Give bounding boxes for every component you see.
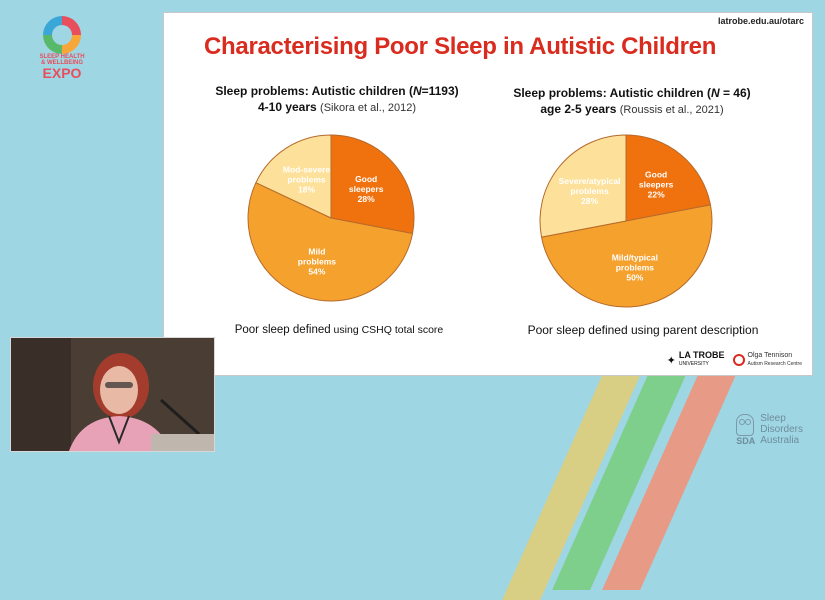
owl-icon <box>736 413 755 436</box>
slice-label-line: problems <box>570 186 609 196</box>
slice-label-line: 18% <box>298 184 315 194</box>
event-logo: SLEEP HEALTH & WELLBEING EXPO <box>34 16 90 80</box>
slice-label-line: problems <box>616 262 655 272</box>
latrobe-sub: UNIVERSITY <box>678 361 709 367</box>
footer-logos: ✦ LA TROBE UNIVERSITY Olga Tennison Autism… <box>667 351 802 369</box>
sponsor-name: Sleep Disorders Australia <box>760 413 803 446</box>
sponsor-line: Disorders <box>760 424 803 435</box>
pie-slice <box>330 134 415 235</box>
olga-ring-icon <box>732 354 745 366</box>
right-caption: Poor sleep defined using parent descript… <box>527 323 759 337</box>
presentation-slide: latrobe.edu.au/otarc Characterising Poor… <box>163 12 813 376</box>
sponsor-line: Australia <box>760 435 800 446</box>
slice-label-line: Good <box>645 170 667 180</box>
heading-text: =1193) <box>421 84 459 98</box>
slice-label-line: Mod-severe <box>283 164 331 174</box>
heading-reference: (Sikora et al., 2012) <box>320 102 417 114</box>
sponsor-abbr: SDA <box>736 435 756 446</box>
speaker-image <box>11 338 214 451</box>
pie-slice <box>540 204 713 308</box>
slide-url: latrobe.edu.au/otarc <box>717 16 804 26</box>
sponsor-logo: SDA Sleep Disorders Australia <box>736 413 803 446</box>
sponsor-line: Sleep <box>760 413 786 424</box>
slice-label-line: 28% <box>581 196 598 206</box>
heading-text: Sleep problems: Autistic children ( <box>513 86 711 100</box>
slice-label: Mild/typical problems 50% <box>612 252 658 282</box>
left-pie-chart: Good sleepers 28%Mild problems 54%Mod-severe… <box>247 134 415 302</box>
olga-name: Olga Tennison <box>747 352 793 359</box>
slice-label: Good sleepers 28% <box>349 174 384 204</box>
slice-label-line: 50% <box>626 272 643 282</box>
slice-label-line: problems <box>287 174 326 184</box>
slice-label-line: 22% <box>648 190 665 200</box>
heading-age: age 2-5 years <box>540 102 617 116</box>
logo-expo: EXPO <box>42 65 82 81</box>
slice-label-line: Severe/atypical <box>559 176 621 186</box>
slice-label-line: problems <box>298 256 337 266</box>
slice-label: Severe/atypical problems 28% <box>559 176 621 206</box>
right-chart-heading: Sleep problems: Autistic children (N = 4… <box>502 85 762 118</box>
logo-line: & WELLBEING <box>41 60 83 66</box>
heading-age: 4-10 years <box>257 100 317 114</box>
logo-line: SLEEP HEALTH <box>39 54 85 60</box>
heading-text: Sleep problems: Autistic children ( <box>215 84 413 98</box>
slice-label-line: 54% <box>308 266 325 276</box>
heading-text: = 46) <box>719 86 751 100</box>
left-caption: Poor sleep defined using CSHQ total scor… <box>204 324 474 336</box>
slice-label: Mild problems 54% <box>298 246 337 276</box>
slice-label-line: sleepers <box>639 180 674 190</box>
left-chart-heading: Sleep problems: Autistic children (N=119… <box>202 83 472 116</box>
slice-label: Good sleepers 22% <box>639 170 674 200</box>
right-pie-chart: Good sleepers 22%Mild/typical problems 50%Se… <box>539 134 713 308</box>
caption-text: Poor sleep <box>234 324 293 336</box>
caption-text: defined <box>292 324 331 336</box>
slice-label-line: 28% <box>358 194 375 204</box>
heading-n: N <box>710 86 720 100</box>
latrobe-name: LA TROBE <box>678 350 725 360</box>
caption-text: using CSHQ total score <box>330 324 444 336</box>
pie-slice <box>247 181 414 302</box>
slice-label-line: sleepers <box>349 184 384 194</box>
pie-slice <box>539 134 627 238</box>
latrobe-bird-icon: ✦ <box>666 354 676 367</box>
olga-logo: Olga Tennison Autism Research Centre <box>732 352 802 368</box>
slide-title: Characterising Poor Sleep in Autistic Ch… <box>204 33 717 60</box>
heading-n: N <box>412 84 422 98</box>
pie-slice <box>255 134 332 219</box>
slice-label-line: Mild <box>308 246 325 256</box>
pie-slice <box>625 134 712 222</box>
slice-label-line: Mild/typical <box>612 252 658 262</box>
latrobe-logo: ✦ LA TROBE UNIVERSITY <box>667 351 725 369</box>
slice-label: Mod-severe problems 18% <box>283 164 331 194</box>
olga-sub: Autism Research Centre <box>747 361 802 367</box>
slice-label-line: Good <box>355 174 377 184</box>
expo-ring-icon <box>43 16 81 54</box>
speaker-webcam <box>10 337 215 452</box>
heading-reference: (Roussis et al., 2021) <box>619 104 724 116</box>
